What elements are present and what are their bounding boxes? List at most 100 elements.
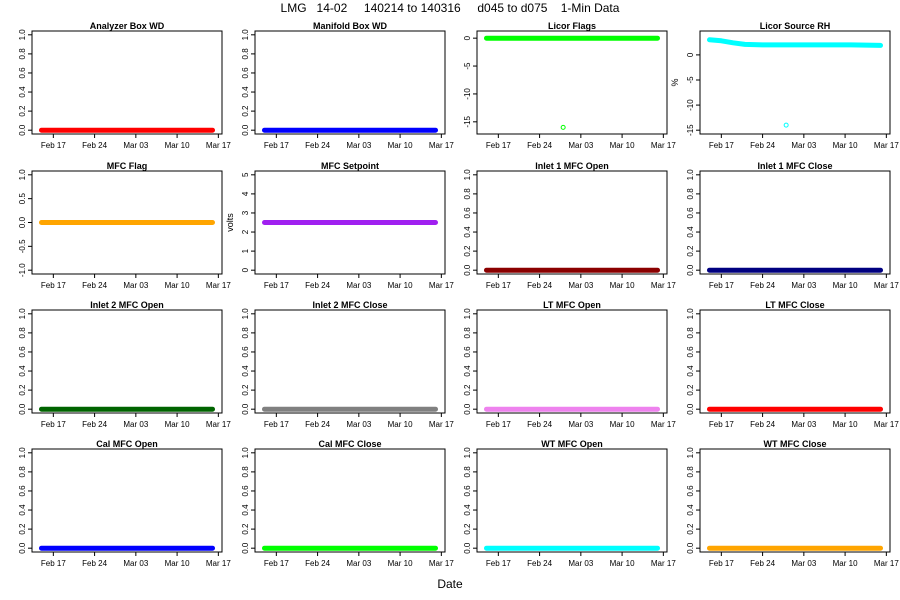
x-tick-label: Feb 17 [41, 420, 66, 429]
panel-title: LT MFC Close [765, 300, 824, 310]
x-tick-label: Feb 17 [41, 559, 66, 568]
x-tick-label: Mar 17 [874, 281, 899, 290]
y-tick-label: 0.5 [18, 193, 27, 205]
x-tick-label: Mar 10 [165, 141, 190, 150]
y-tick-label: 0.0 [463, 264, 472, 276]
x-tick-label: Feb 24 [305, 281, 330, 290]
panel-11: LT MFC Open Feb 17 Feb 24 Mar 03 Mar 10 Mar 1… [463, 300, 676, 429]
x-tick-label: Mar 10 [833, 559, 858, 568]
y-tick-label: 1.0 [241, 29, 250, 41]
y-tick-label: 4 [241, 191, 250, 196]
y-tick-label: 0.8 [241, 48, 250, 60]
panel-16: WT MFC Close Feb 17 Feb 24 Mar 03 Mar 10 Mar … [686, 439, 899, 568]
y-tick-label: 0.6 [18, 67, 27, 79]
panel-title: Inlet 1 MFC Close [757, 161, 832, 171]
y-tick-label: 0.2 [686, 523, 695, 535]
y-tick-label: 0.6 [686, 207, 695, 219]
panel-12: LT MFC Close Feb 17 Feb 24 Mar 03 Mar 10 Mar … [686, 300, 899, 429]
x-tick-label: Mar 10 [388, 559, 413, 568]
x-tick-label: Mar 10 [610, 141, 635, 150]
y-tick-label: 0 [241, 267, 250, 272]
y-tick-label: -1.0 [18, 263, 27, 277]
x-tick-label: Mar 03 [568, 281, 593, 290]
y-tick-label: 0.0 [686, 403, 695, 415]
y-tick-label: 3 [241, 210, 250, 215]
y-tick-label: 0 [463, 35, 472, 40]
y-axis-label: % [670, 78, 680, 86]
y-tick-label: 0.2 [241, 384, 250, 396]
y-tick-label: 0.2 [463, 384, 472, 396]
y-tick-label: 0.6 [241, 485, 250, 497]
y-tick-label: 0.6 [686, 485, 695, 497]
y-axis-label: volts [225, 213, 235, 232]
x-tick-label: Mar 03 [123, 141, 148, 150]
plot-frame [31, 30, 223, 135]
y-tick-label: 1.0 [463, 169, 472, 181]
x-tick-label: Mar 03 [568, 141, 593, 150]
x-tick-label: Mar 10 [388, 420, 413, 429]
x-tick-label: Feb 24 [82, 141, 107, 150]
y-tick-label: -15 [463, 115, 472, 127]
x-tick-label: Mar 17 [429, 420, 454, 429]
x-tick-label: Feb 24 [305, 141, 330, 150]
y-tick-label: 0.8 [463, 188, 472, 200]
y-tick-label: 0.8 [686, 188, 695, 200]
panel-13: Cal MFC Open Feb 17 Feb 24 Mar 03 Mar 10 Mar … [18, 439, 231, 568]
y-tick-label: 1.0 [18, 447, 27, 459]
y-tick-label: 0.0 [463, 403, 472, 415]
x-tick-label: Mar 17 [206, 141, 231, 150]
x-tick-label: Mar 17 [651, 141, 676, 150]
x-tick-label: Mar 10 [388, 281, 413, 290]
panel-8: Inlet 1 MFC Close Feb 17 Feb 24 Mar 03 Mar 1… [686, 161, 899, 290]
panel-title: Cal MFC Close [318, 439, 381, 449]
y-tick-label: 0.8 [463, 327, 472, 339]
panel-title: Inlet 2 MFC Close [312, 300, 387, 310]
x-tick-label: Feb 24 [750, 141, 775, 150]
y-tick-label: 0.0 [241, 542, 250, 554]
x-tick-label: Feb 24 [750, 559, 775, 568]
x-tick-label: Mar 10 [388, 141, 413, 150]
y-tick-label: 0.0 [241, 403, 250, 415]
x-tick-label: Mar 17 [206, 559, 231, 568]
y-tick-label: 0.8 [18, 466, 27, 478]
plot-frame [699, 170, 891, 275]
x-tick-label: Feb 17 [41, 281, 66, 290]
y-tick-label: 0.6 [18, 346, 27, 358]
x-tick-label: Feb 24 [750, 420, 775, 429]
y-tick-label: 0.0 [241, 124, 250, 136]
y-tick-label: 1.0 [18, 308, 27, 320]
plot-frame [254, 448, 446, 553]
y-tick-label: 0.6 [686, 346, 695, 358]
x-tick-label: Mar 17 [874, 420, 899, 429]
y-tick-label: 0.6 [463, 346, 472, 358]
y-tick-label: 0.8 [686, 327, 695, 339]
y-tick-label: -5 [463, 62, 472, 70]
y-tick-label: 0.6 [241, 346, 250, 358]
panel-title: LT MFC Open [543, 300, 601, 310]
data-point-outlier [560, 124, 566, 130]
y-tick-label: 0.2 [463, 523, 472, 535]
y-tick-label: 0.4 [241, 86, 250, 98]
y-tick-label: 1.0 [18, 29, 27, 41]
y-tick-label: 0.0 [18, 124, 27, 136]
x-tick-label: Feb 24 [82, 420, 107, 429]
x-tick-label: Mar 03 [346, 559, 371, 568]
panel-14: Cal MFC Close Feb 17 Feb 24 Mar 03 Mar 10 Mar… [241, 439, 454, 568]
x-tick-label: Feb 24 [527, 420, 552, 429]
x-tick-label: Mar 03 [123, 281, 148, 290]
x-tick-label: Mar 03 [123, 420, 148, 429]
x-tick-label: Mar 17 [651, 281, 676, 290]
x-tick-label: Mar 17 [429, 559, 454, 568]
x-tick-label: Feb 17 [41, 141, 66, 150]
x-tick-label: Mar 10 [610, 420, 635, 429]
panel-10: Inlet 2 MFC Close Feb 17 Feb 24 Mar 03 Mar 1… [241, 300, 454, 429]
plot-frame [476, 170, 668, 275]
data-point-outlier [783, 122, 789, 128]
y-tick-label: 0.6 [18, 485, 27, 497]
y-tick-label: 0.4 [241, 365, 250, 377]
x-tick-label: Mar 03 [346, 141, 371, 150]
plot-frame [699, 30, 891, 135]
x-tick-label: Feb 17 [486, 141, 511, 150]
panel-title: Licor Source RH [760, 21, 831, 31]
y-tick-label: 0.0 [18, 403, 27, 415]
